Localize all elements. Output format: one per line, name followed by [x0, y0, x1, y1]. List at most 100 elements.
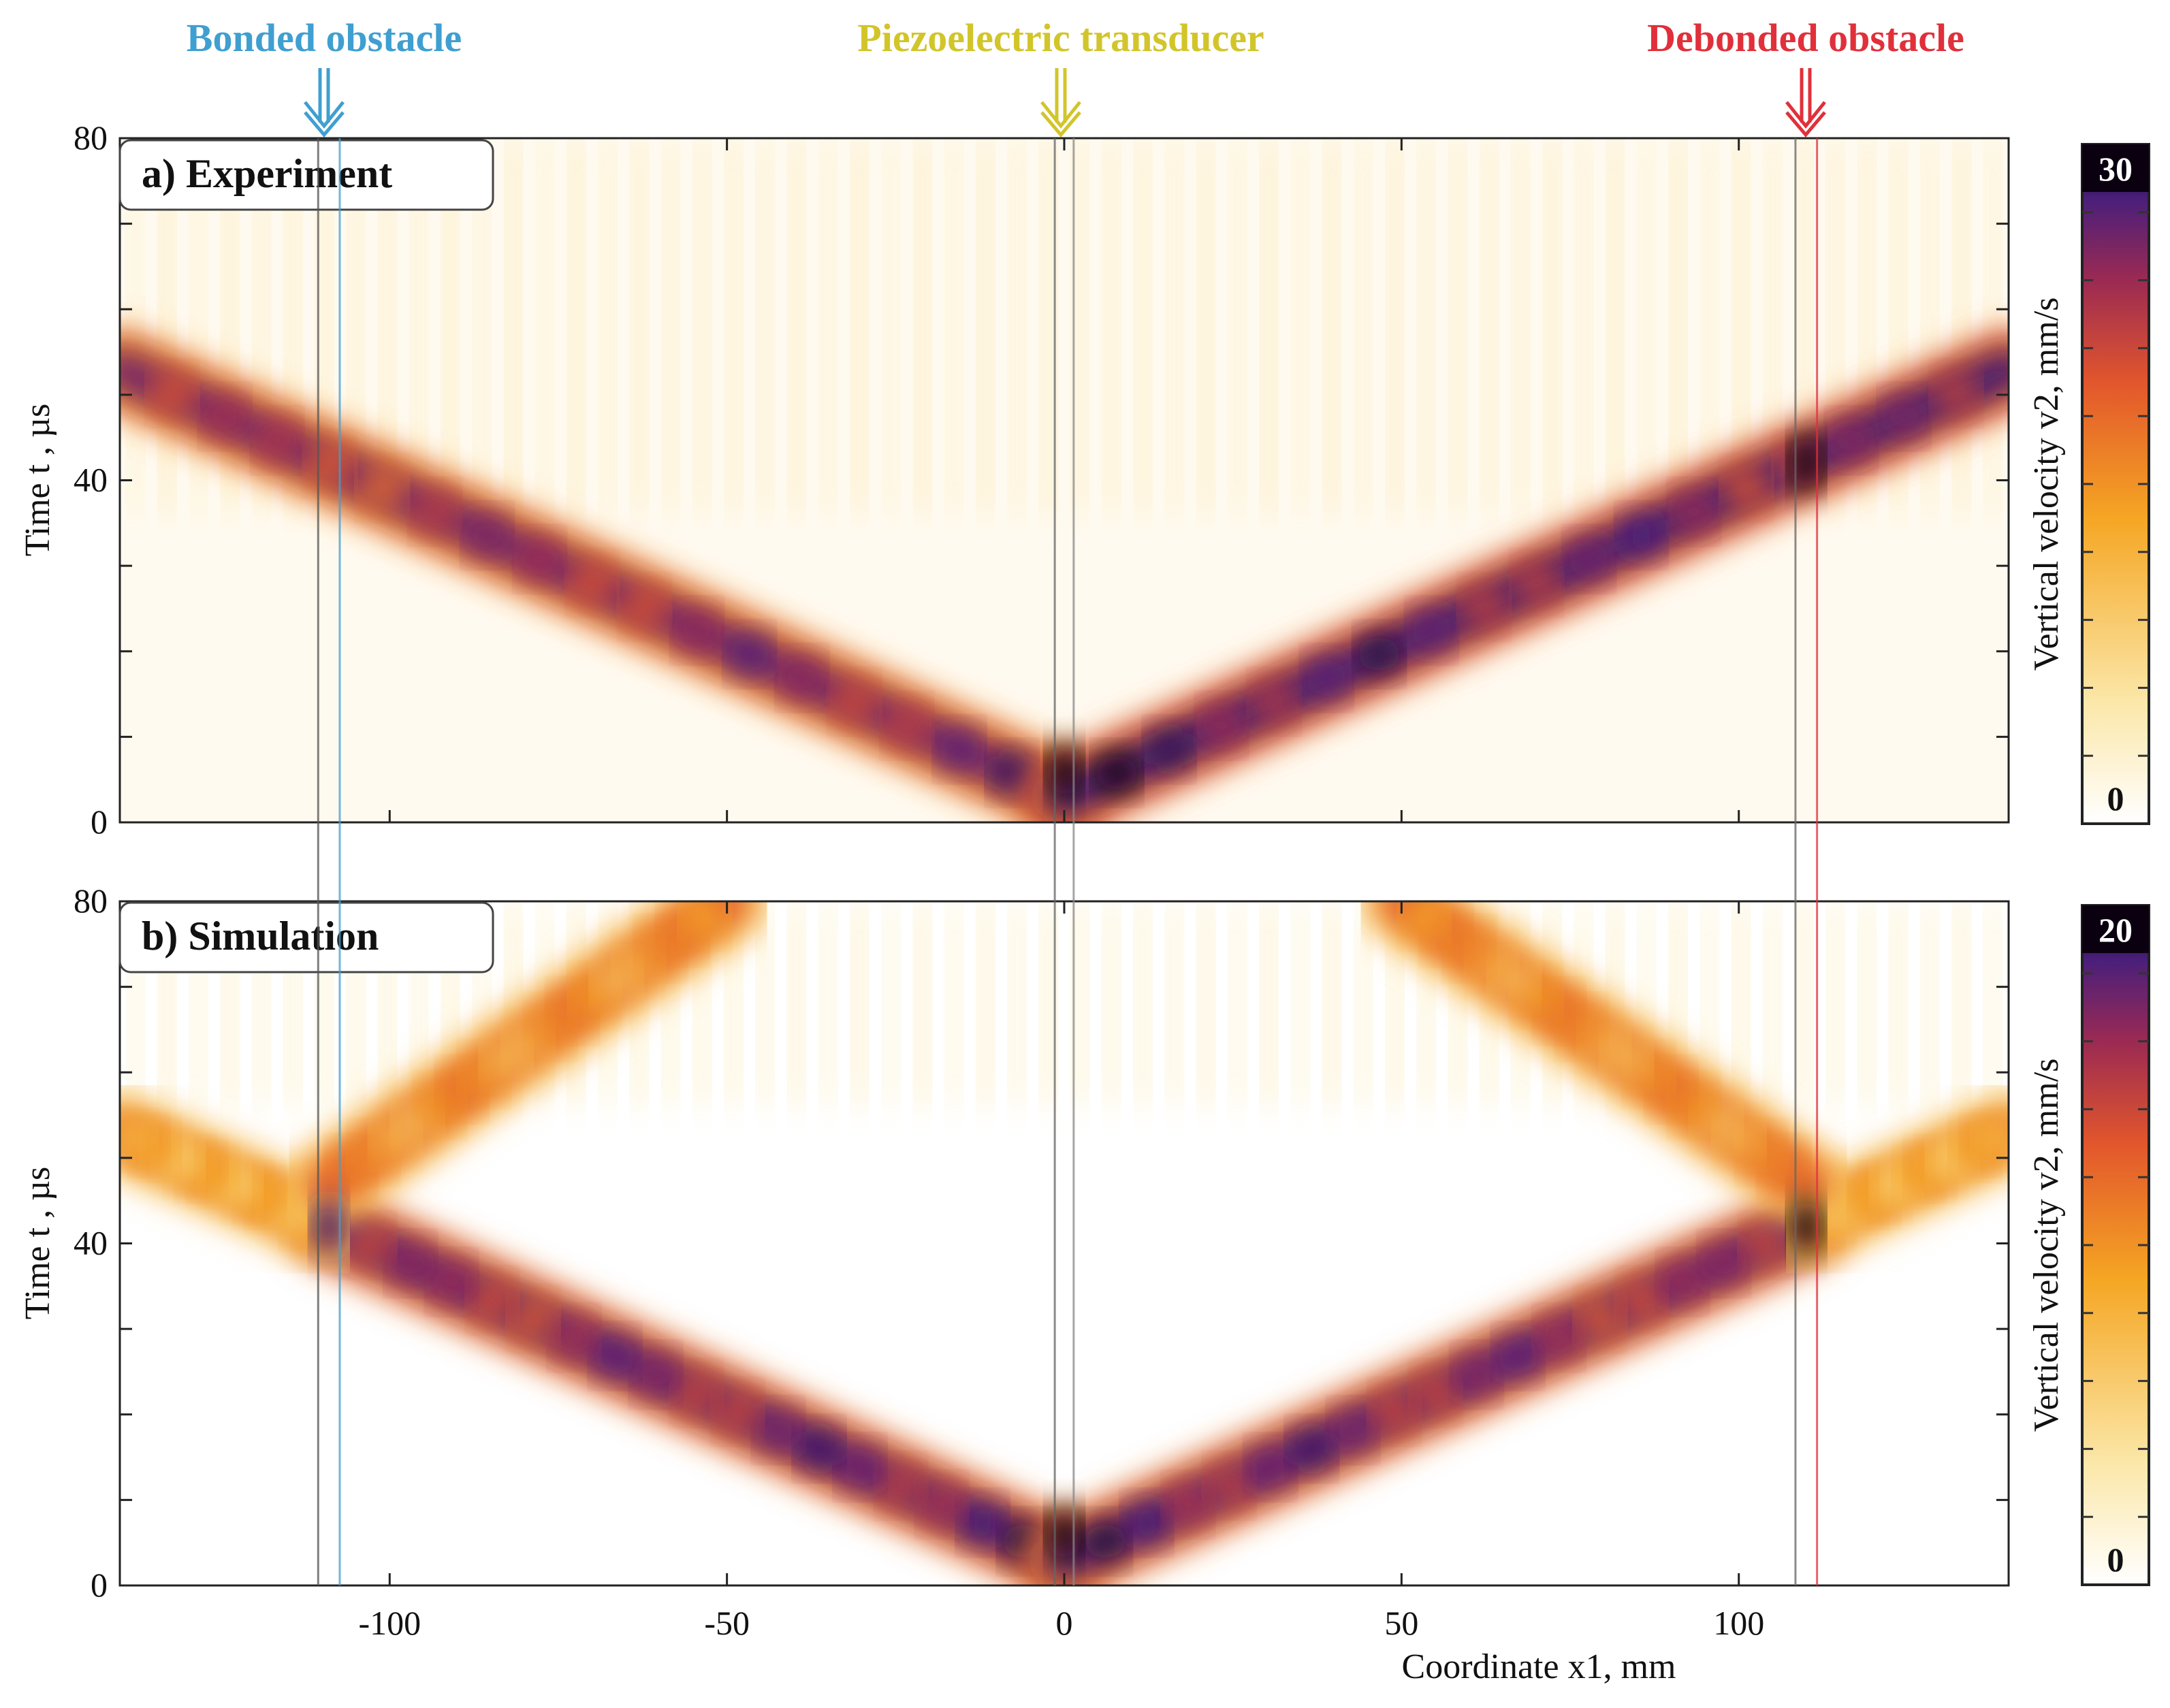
- background-texture: [1733, 901, 1750, 1107]
- wave-peak: [633, 1357, 680, 1393]
- hot-spot: [1047, 1506, 1082, 1562]
- wave-peak: [469, 1283, 516, 1319]
- background-texture: [1701, 138, 1718, 515]
- wave-peak: [1618, 517, 1665, 553]
- transducer-arrow-icon: [1040, 68, 1081, 138]
- hot-spot: [311, 1199, 347, 1254]
- background-texture: [914, 138, 931, 515]
- background-texture: [914, 901, 931, 1107]
- background-texture: [631, 138, 648, 515]
- background-texture: [1890, 901, 1907, 1107]
- background-texture: [851, 138, 868, 515]
- wave-peak: [831, 683, 878, 720]
- background-texture: [756, 138, 773, 515]
- background-texture: [1229, 901, 1246, 1107]
- background-texture: [505, 138, 522, 515]
- wave-peak: [1565, 541, 1612, 577]
- wave-peak: [1094, 755, 1140, 791]
- wave-peak: [1247, 1449, 1294, 1485]
- wave-peak: [1659, 1264, 1706, 1300]
- wave-peak: [778, 660, 825, 696]
- wave-peak: [837, 1449, 884, 1485]
- wave-peak: [1453, 1357, 1500, 1393]
- wave-peak: [1206, 1468, 1253, 1504]
- wave-peak: [306, 446, 353, 482]
- background-texture: [820, 901, 837, 1107]
- background-texture: [1008, 901, 1025, 1107]
- background-texture: [977, 901, 994, 1107]
- wave-peak: [714, 1393, 761, 1430]
- wave-peak: [551, 1319, 598, 1355]
- panel-title-box-a: [118, 139, 494, 211]
- wave-peak: [1401, 901, 1448, 935]
- wave-peak: [1670, 494, 1717, 530]
- background-texture: [1481, 138, 1498, 515]
- colorbar-a-min: 0: [2107, 779, 2124, 818]
- wave-peak: [796, 1431, 843, 1466]
- background-texture: [1670, 138, 1687, 515]
- wave-peak: [621, 589, 668, 625]
- heatmap-b: [120, 901, 2009, 1585]
- background-texture: [1638, 138, 1655, 515]
- background-texture: [1103, 901, 1120, 1107]
- wave-peak: [510, 1301, 557, 1337]
- background-texture: [882, 138, 899, 515]
- wave-peak: [682, 901, 729, 935]
- colorbar-b-title: Vertical velocity v2, mm/s: [2027, 1059, 2066, 1432]
- wave-peak: [516, 541, 563, 577]
- wave-peak: [883, 707, 930, 743]
- background-texture: [1575, 138, 1592, 515]
- wave-peak: [1577, 1301, 1624, 1337]
- panel-title-b: b) Simulation: [142, 914, 379, 958]
- wave-peak: [1461, 589, 1507, 625]
- y-axis-title-a: Time t , µs: [18, 404, 57, 557]
- background-texture: [694, 138, 711, 515]
- wave-peak: [428, 1264, 475, 1300]
- x-tick-label: -50: [704, 1604, 750, 1642]
- background-texture: [1418, 138, 1435, 515]
- x-tick-label: 0: [1056, 1604, 1073, 1642]
- background-texture: [1134, 901, 1151, 1107]
- colorbar-a-max: 30: [2099, 150, 2133, 188]
- wave-peak: [673, 1375, 720, 1411]
- background-texture: [1386, 138, 1403, 515]
- background-texture: [1134, 138, 1151, 515]
- wave-peak: [1329, 1412, 1376, 1448]
- background-texture: [977, 138, 994, 515]
- colorbar-a-title: Vertical velocity v2, mm/s: [2027, 297, 2066, 671]
- x-tick-label: 50: [1384, 1604, 1418, 1642]
- y-tick-label: 0: [91, 803, 108, 841]
- background-texture: [1355, 901, 1372, 1107]
- bonded-obstacle-label: Bonded obstacle: [187, 16, 462, 60]
- hot-spot: [1047, 743, 1082, 799]
- y-tick-label: 40: [74, 461, 108, 499]
- bonded-arrow-icon: [304, 68, 345, 138]
- y-tick-label: 40: [74, 1224, 108, 1262]
- hot-spot: [1788, 1199, 1824, 1254]
- wave-peak: [673, 613, 720, 649]
- y-tick-label: 80: [74, 118, 108, 157]
- x-axis-title: Coordinate x1, mm: [1402, 1647, 1676, 1686]
- y-tick-label: 80: [74, 882, 108, 920]
- x-tick-label: 100: [1713, 1604, 1764, 1642]
- wave-peak: [878, 1468, 925, 1504]
- debonded-arrow-icon: [1785, 68, 1826, 138]
- background-texture: [1355, 138, 1372, 515]
- background-texture: [1292, 901, 1309, 1107]
- background-texture: [1764, 901, 1781, 1107]
- wave-peak: [120, 1119, 155, 1155]
- wave-peak: [1974, 1119, 2009, 1155]
- background-texture: [851, 901, 868, 1107]
- background-texture: [1953, 901, 1970, 1107]
- transducer-label: Piezoelectric transducer: [857, 16, 1264, 60]
- background-texture: [1796, 901, 1813, 1107]
- wave-peak: [387, 1245, 434, 1281]
- background-texture: [756, 901, 773, 1107]
- wave-peak: [1411, 1375, 1458, 1411]
- wave-peak: [959, 1504, 1006, 1541]
- background-texture: [1544, 138, 1561, 515]
- wave-peak: [1371, 1393, 1418, 1430]
- wave-peak: [1303, 660, 1350, 696]
- wave-peak: [1123, 1504, 1170, 1541]
